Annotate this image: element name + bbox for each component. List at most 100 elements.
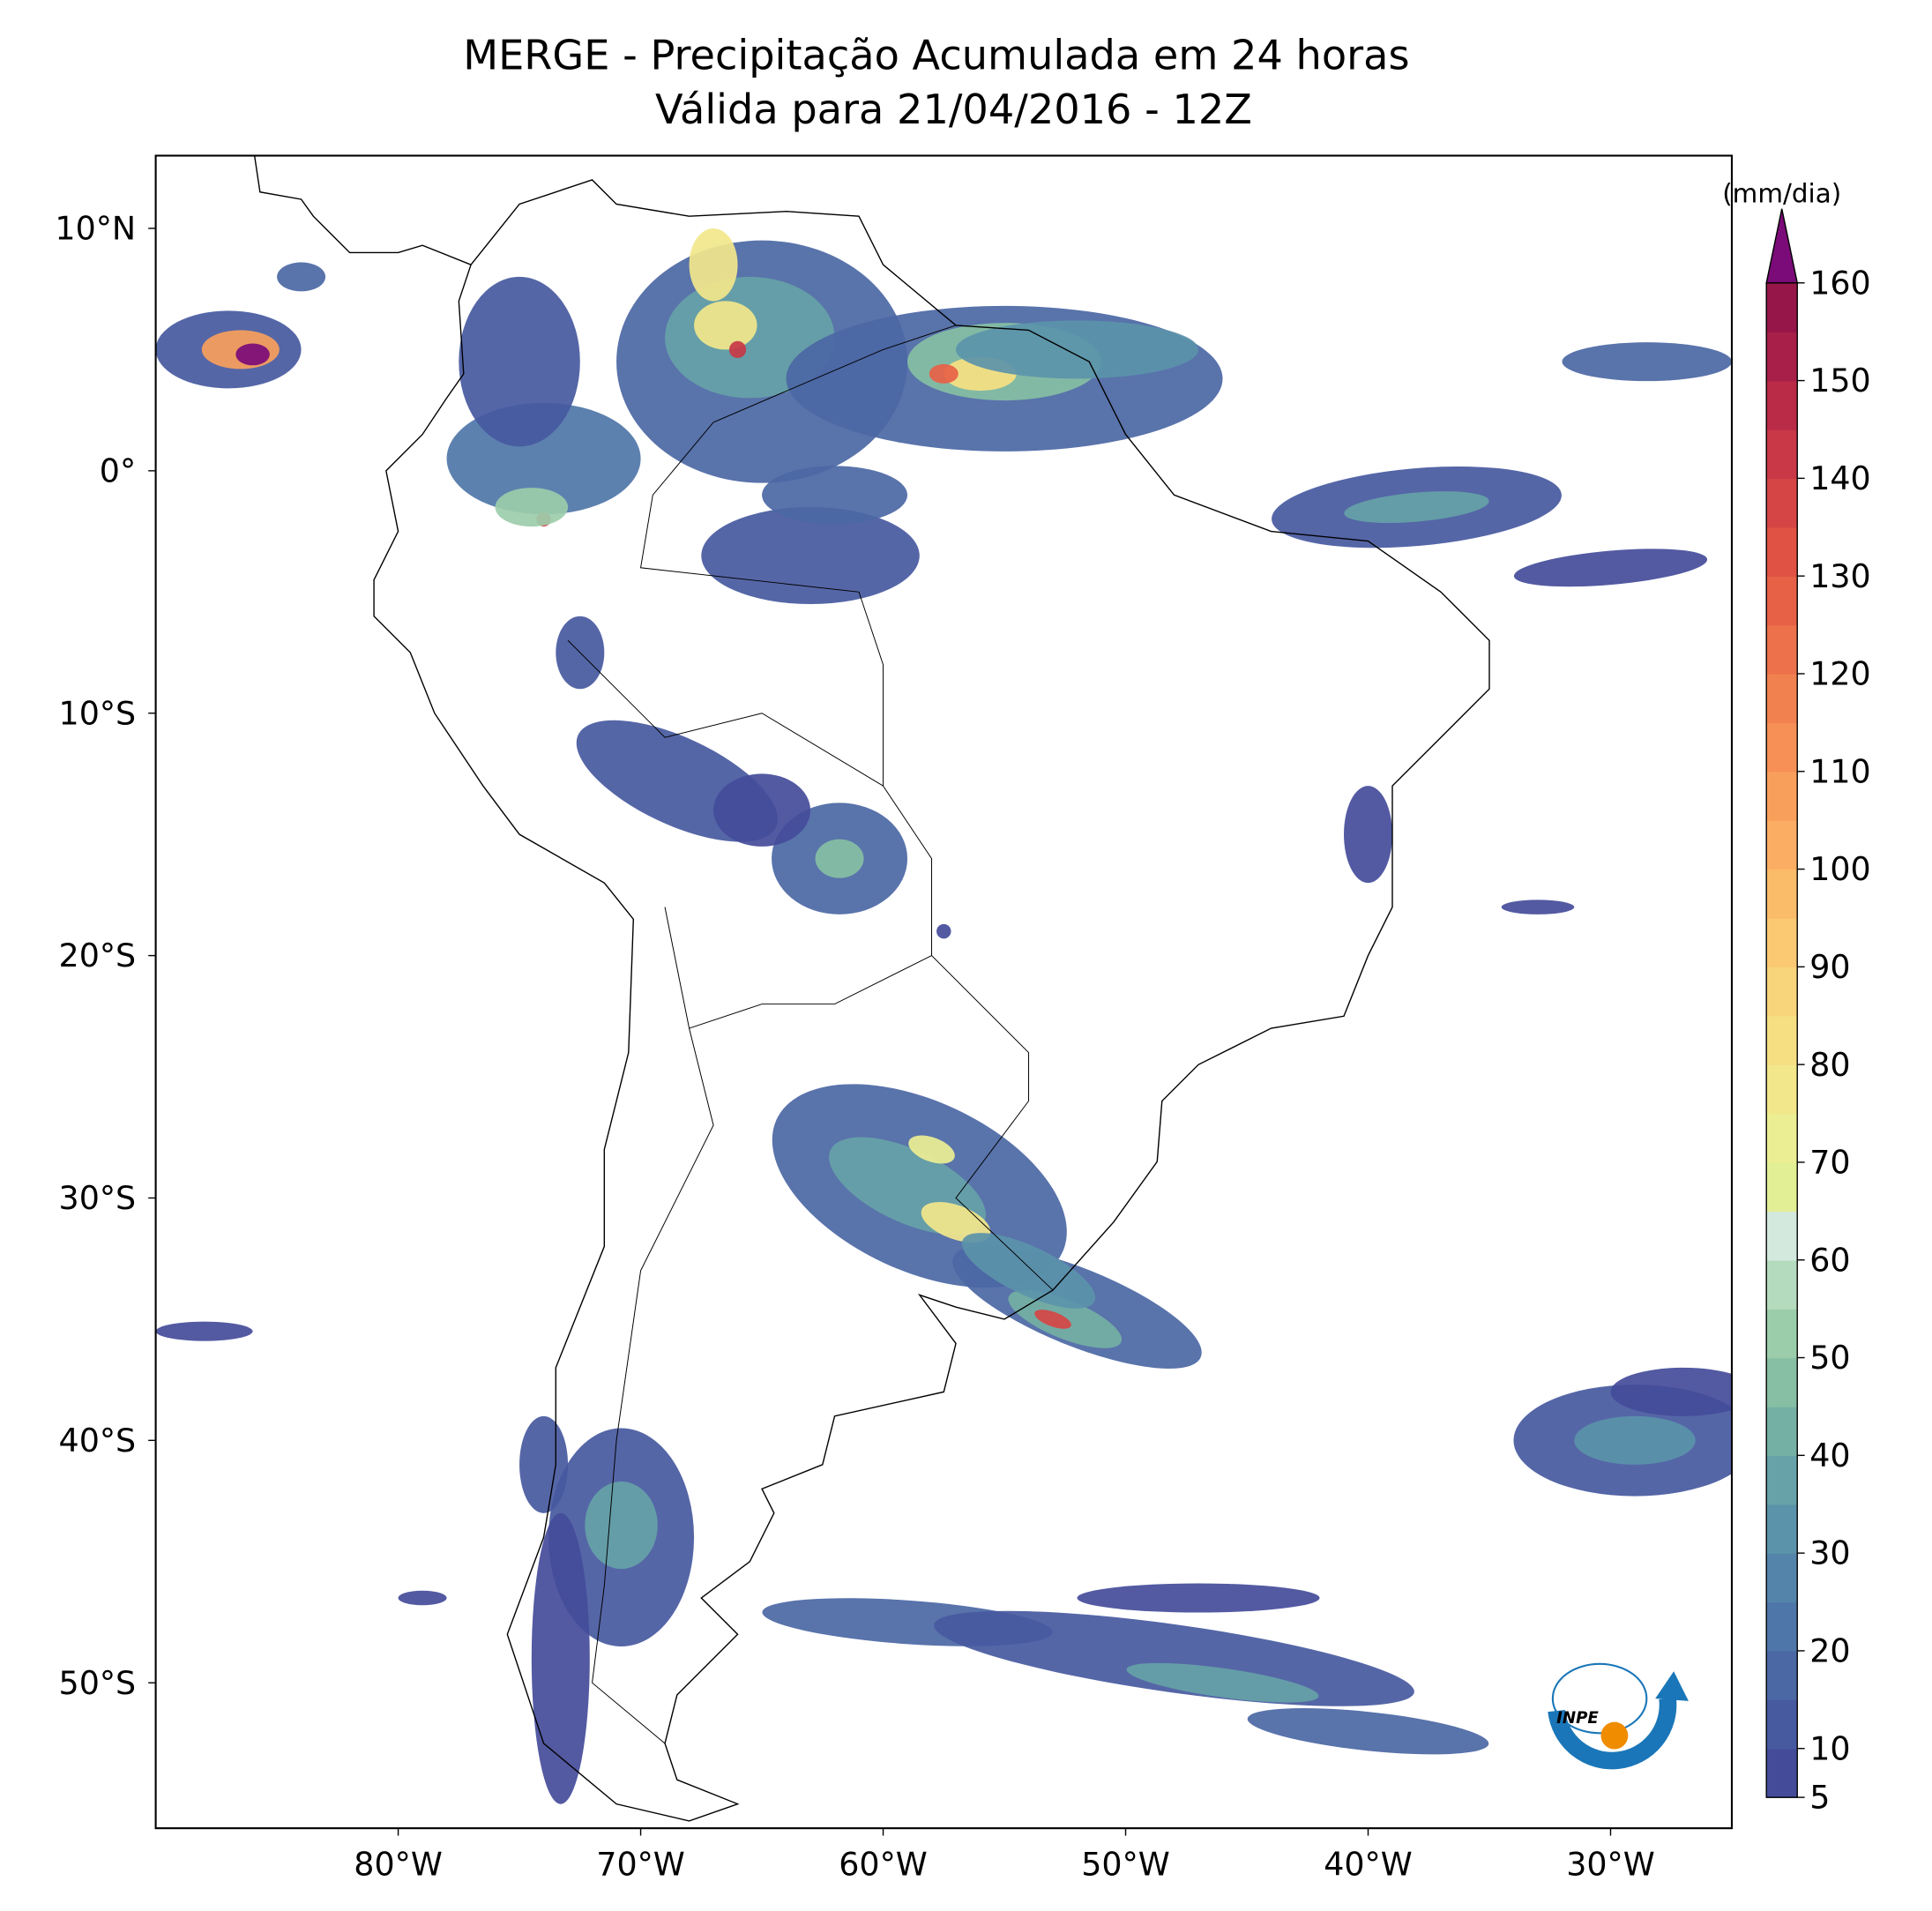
coastline: [253, 155, 472, 265]
precip-area: [956, 320, 1199, 379]
precip-area: [762, 466, 908, 525]
logo-orbit: [1551, 1662, 1648, 1735]
x-tick-label: 30°W: [1566, 1845, 1655, 1883]
border: [689, 955, 932, 1029]
colorbar-tick-label: 40: [1809, 1437, 1850, 1474]
y-tick-label: 30°S: [59, 1179, 137, 1217]
colorbar-band: [1766, 1553, 1798, 1603]
precip-area: [531, 1512, 590, 1804]
colorbar-tick-label: 100: [1809, 850, 1871, 888]
logo-arrow: [1655, 1671, 1689, 1701]
precip-area: [1126, 1662, 1319, 1703]
colorbar-band: [1766, 1504, 1798, 1554]
logo-arc: [1548, 1697, 1677, 1770]
precip-area: [936, 923, 951, 939]
precip-area: [585, 1482, 658, 1570]
x-tick-label: 60°W: [839, 1845, 928, 1883]
colorbar-tick-label: 150: [1809, 362, 1871, 399]
precip-area: [961, 1233, 1096, 1309]
border: [592, 907, 714, 1744]
colorbar-band: [1766, 1113, 1798, 1163]
colorbar-tick-label: 130: [1809, 557, 1871, 595]
precip-area: [1247, 1708, 1489, 1755]
precip-area: [495, 488, 569, 527]
y-tick-label: 0°: [100, 452, 136, 489]
precip-area: [908, 1135, 955, 1164]
colorbar-band: [1766, 1748, 1798, 1798]
precip-area: [713, 773, 811, 847]
precip-area: [1501, 900, 1575, 914]
map-frame: [154, 154, 1734, 1830]
precip-area: [694, 301, 757, 350]
colorbar-label: (mm/dia): [1722, 179, 1841, 209]
x-tick-label: 50°W: [1081, 1845, 1170, 1883]
precip-area: [277, 262, 326, 292]
colorbar-band: [1766, 526, 1798, 577]
colorbar-band: [1766, 1601, 1798, 1652]
colorbar-band: [1766, 1455, 1798, 1505]
colorbar-tick-label: 30: [1809, 1534, 1850, 1572]
colorbar-band: [1766, 576, 1798, 626]
colorbar-band: [1766, 624, 1798, 675]
colorbar-band: [1766, 722, 1798, 773]
precip-area: [1513, 549, 1708, 587]
precip-area: [1344, 491, 1489, 524]
colorbar-tick-label: 160: [1809, 264, 1871, 302]
colorbar-tick-label: 80: [1809, 1046, 1850, 1084]
colorbar-tick-label: 60: [1809, 1241, 1850, 1279]
colorbar-band: [1766, 1406, 1798, 1457]
precip-area: [701, 507, 920, 605]
colorbar-band: [1766, 1357, 1798, 1407]
colorbar: 5 10 20 30 40 50 60 70 80 90 100 110 120 130 140 150 160…: [1722, 179, 1871, 1817]
colorbar-tick-label: 10: [1809, 1729, 1850, 1767]
colorbar-tick-label: 20: [1809, 1632, 1850, 1670]
precip-area: [155, 1321, 253, 1341]
colorbar-band: [1766, 380, 1798, 430]
colorbar-band: [1766, 917, 1798, 968]
y-tick-label: 10°N: [55, 210, 136, 248]
subtitle: Válida para 21/04/2016 - 12Z: [655, 86, 1252, 133]
precip-area: [921, 1202, 991, 1243]
colorbar-band: [1766, 332, 1798, 382]
colorbar-band: [1766, 282, 1798, 332]
inpe-logo: INPE: [1548, 1662, 1689, 1770]
precip-area: [1077, 1583, 1320, 1613]
title: MERGE - Precipitação Acumulada em 24 hor…: [463, 31, 1409, 78]
precip-area: [689, 228, 738, 302]
precip-area: [1344, 786, 1393, 884]
y-tick-label: 20°S: [59, 937, 137, 974]
precip-area: [1574, 1415, 1696, 1465]
colorbar-tick-label: 90: [1809, 948, 1850, 986]
border: [567, 639, 1054, 1291]
colorbar-band: [1766, 771, 1798, 821]
precip-area: [519, 1415, 569, 1513]
colorbar-band: [1766, 1161, 1798, 1213]
coastline: [373, 179, 1490, 1822]
colorbar-band: [1766, 1015, 1798, 1065]
colorbar-band: [1766, 478, 1798, 528]
y-tick-label: 50°S: [59, 1664, 137, 1702]
colorbar-tick-label: 140: [1809, 459, 1871, 497]
precip-area: [1562, 342, 1732, 382]
border: [639, 325, 957, 787]
colorbar-tick-label: 120: [1809, 655, 1871, 693]
colorbar-tick-label: 5: [1809, 1779, 1830, 1817]
x-tick-label: 80°W: [354, 1845, 443, 1883]
colorbar-band: [1766, 820, 1798, 870]
logo-dot: [1600, 1721, 1629, 1750]
logo-text: INPE: [1556, 1709, 1599, 1728]
colorbar-band: [1766, 1699, 1798, 1750]
colorbar-tick-label: 70: [1809, 1144, 1850, 1182]
y-tick-label: 40°S: [59, 1422, 137, 1459]
precip-area: [934, 1610, 1414, 1706]
precip-area: [728, 340, 747, 359]
precip-area: [815, 839, 864, 878]
precip-area: [929, 363, 959, 384]
colorbar-band: [1766, 1309, 1798, 1359]
colorbar-band: [1766, 429, 1798, 480]
colorbar-band: [1766, 1259, 1798, 1310]
precip-area: [1034, 1310, 1071, 1329]
colorbar-frame: [1765, 282, 1798, 1798]
colorbar-tick-label: 50: [1809, 1339, 1850, 1377]
colorbar-band: [1766, 869, 1798, 919]
